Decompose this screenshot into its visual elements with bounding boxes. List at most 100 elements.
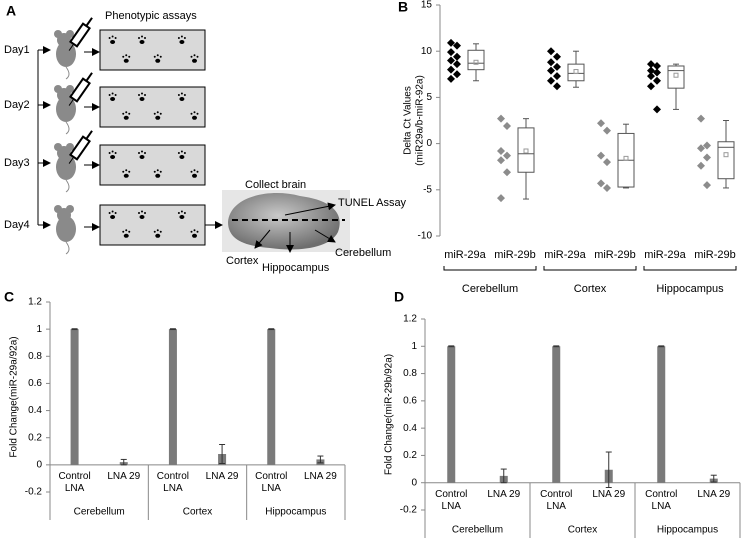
y-tick-label: 1.2	[403, 314, 417, 325]
paw-toe	[190, 112, 193, 115]
data-point	[697, 161, 705, 170]
mouse-ear	[66, 85, 74, 93]
paw-print	[110, 40, 116, 44]
paw-toe	[183, 152, 186, 154]
data-point	[653, 68, 661, 77]
paw-toe	[144, 94, 146, 96]
paw-toe	[159, 230, 162, 233]
data-point	[497, 156, 505, 165]
paw-toe	[125, 111, 128, 114]
mouse-ear	[66, 30, 74, 38]
data-point	[497, 146, 505, 155]
mouse-ear	[54, 85, 62, 93]
paw-print	[179, 40, 185, 44]
data-point	[453, 60, 461, 69]
paw-toe	[144, 37, 146, 39]
paw-print	[192, 173, 197, 178]
mean	[723, 152, 729, 158]
paw-toe	[180, 150, 183, 153]
syringe-needle	[68, 98, 75, 106]
paw-print	[192, 115, 197, 120]
paw-print	[139, 215, 145, 219]
paw-print	[123, 233, 129, 238]
paw-print	[139, 155, 145, 159]
group-bracket	[443, 266, 537, 271]
data-point	[703, 181, 711, 190]
paw-toe	[122, 112, 125, 115]
y-tick-label: 1	[36, 324, 42, 335]
x-tick-label: miR-29b	[594, 249, 636, 261]
syringe-needle	[68, 156, 75, 164]
hippocampus-label: Hippocampus	[262, 262, 330, 274]
y-tick-label: 1	[411, 341, 417, 352]
group-bracket	[643, 266, 737, 271]
paw-toe	[159, 55, 162, 58]
paw-toe	[138, 94, 140, 96]
mouse-ear	[54, 205, 62, 213]
data-point	[553, 82, 561, 91]
paw-toe	[177, 37, 180, 39]
x-tick-label: miR-29b	[694, 249, 736, 261]
paw-toe	[141, 92, 143, 95]
y-tick-label: 15	[421, 0, 433, 11]
data-point	[453, 41, 461, 50]
brain	[228, 193, 340, 250]
x-tick-label: Control LNA	[156, 470, 190, 494]
paw-print	[192, 58, 197, 63]
group-label: Cortex	[183, 507, 212, 518]
paw-print	[123, 173, 129, 178]
data-point	[447, 48, 455, 57]
y-tick-label: 0.6	[28, 378, 42, 389]
paw-print	[123, 58, 129, 63]
group-label: Hippocampus	[265, 507, 326, 518]
data-point	[547, 76, 555, 85]
bar	[267, 329, 276, 465]
assay-box	[99, 86, 206, 128]
paw-toe	[183, 94, 186, 96]
data-point	[647, 66, 655, 75]
panel-label: B	[398, 0, 408, 15]
bar	[552, 346, 561, 483]
day-label: Day4	[4, 219, 30, 231]
paw-toe	[177, 94, 180, 96]
day-label: Day2	[4, 99, 30, 111]
x-tick-label: LNA 29	[592, 488, 626, 500]
data-point	[553, 52, 561, 61]
day-label: Day3	[4, 157, 30, 169]
y-tick-label: 1.2	[28, 297, 42, 308]
group-label: Cerebellum	[452, 525, 503, 536]
paw-toe	[122, 55, 125, 58]
paw-toe	[111, 35, 114, 38]
y-tick-label: 0	[36, 459, 42, 470]
data-point	[553, 62, 561, 71]
y-axis-label: (miR29a/b-miR-92a)	[415, 75, 426, 166]
paw-toe	[156, 169, 159, 172]
x-tick-label: Control LNA	[645, 488, 678, 512]
data-point	[503, 122, 511, 131]
assay-box	[99, 29, 206, 71]
paw-toe	[193, 111, 196, 114]
paw-print	[192, 233, 197, 238]
y-tick-label: 0	[426, 138, 432, 149]
paw-toe	[125, 229, 128, 232]
bar	[447, 346, 456, 483]
mouse-ear	[66, 205, 74, 213]
data-point	[447, 56, 455, 65]
x-tick-label: miR-29b	[494, 249, 536, 261]
paw-toe	[125, 54, 128, 57]
data-point	[547, 47, 555, 56]
paw-toe	[159, 112, 162, 115]
mouse-ear	[54, 30, 62, 38]
y-tick-label: 0.8	[403, 368, 417, 379]
paw-print	[179, 97, 185, 101]
panel-label: C	[4, 289, 14, 305]
paw-toe	[153, 170, 156, 173]
paw-toe	[138, 37, 140, 39]
x-tick-label: LNA 29	[107, 470, 141, 482]
group-label: Hippocampus	[656, 283, 724, 295]
paw-print	[155, 115, 161, 120]
x-tick-label: Control LNA	[255, 470, 288, 494]
data-point	[647, 82, 655, 91]
